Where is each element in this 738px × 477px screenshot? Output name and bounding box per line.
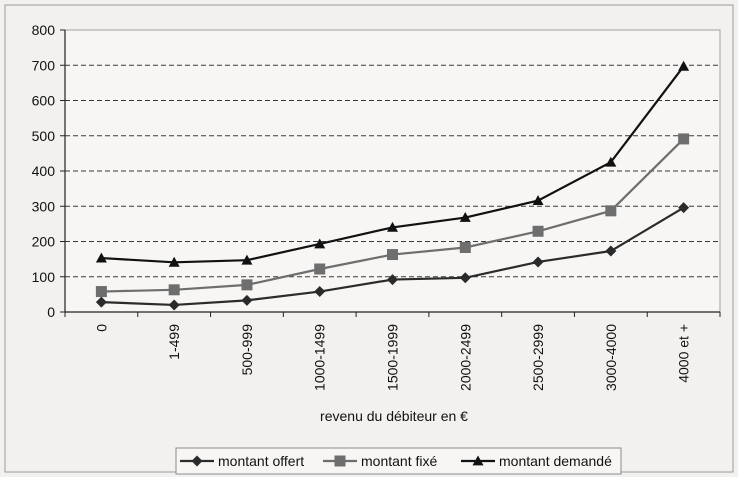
y-tick-label: 600 (32, 93, 56, 109)
data-point-diamond (314, 286, 326, 298)
y-tick-label: 300 (32, 198, 56, 214)
x-tick-label: 1500-1999 (385, 324, 401, 391)
legend-box (175, 447, 622, 475)
x-tick-label: 2000-2499 (457, 324, 473, 391)
data-point-diamond (605, 245, 617, 257)
data-point-square (387, 249, 398, 261)
data-point-diamond (95, 296, 107, 308)
data-point-diamond (678, 202, 690, 214)
data-point-triangle (387, 221, 398, 232)
data-point-triangle (532, 195, 544, 206)
x-axis-title: revenu du débiteur en € (320, 408, 468, 424)
data-point-diamond (459, 272, 471, 284)
data-point-square (241, 279, 253, 291)
series-montant-fixé (95, 133, 690, 298)
data-point-triangle (95, 252, 107, 263)
legend-label: montant offert (218, 453, 304, 469)
data-point-triangle (241, 254, 253, 265)
data-point-triangle (605, 156, 617, 167)
data-point-triangle (168, 256, 180, 267)
y-tick-label: 200 (32, 234, 56, 250)
data-point-square (605, 205, 617, 217)
data-point-square (95, 286, 107, 298)
y-tick-label: 100 (32, 269, 56, 285)
x-axis: 0 1-499 500-999 1000-1499 1500-1999 2000-2499… (64, 311, 721, 391)
x-tick-label: 1000-1499 (312, 324, 328, 391)
data-point-square (168, 284, 180, 296)
data-point-triangle (314, 238, 326, 249)
data-point-triangle (459, 212, 471, 222)
series-montant-offert (95, 202, 690, 311)
series-lines (95, 60, 690, 311)
data-point-diamond (387, 274, 398, 286)
legend-label: montant demandé (499, 453, 612, 469)
y-tick-label: 400 (32, 163, 56, 179)
data-point-square (459, 241, 471, 253)
data-point-triangle (472, 455, 484, 466)
x-tick-label: 1-499 (166, 324, 182, 360)
data-point-triangle (678, 60, 690, 71)
y-tick-label: 800 (32, 22, 56, 38)
x-tick-label: 4000 et + (676, 324, 692, 383)
data-point-diamond (532, 256, 544, 268)
data-point-square (532, 225, 544, 237)
x-tick-label: 2500-2999 (530, 324, 546, 391)
y-tick-label: 700 (32, 57, 56, 73)
data-point-square (314, 263, 326, 275)
x-tick-label: 500-999 (239, 324, 255, 376)
legend: montant offert montant fixé montant demand… (175, 447, 622, 475)
data-point-square (334, 455, 346, 467)
y-axis: 0 100 200 300 400 500 600 700 800 (32, 22, 66, 320)
data-point-diamond (241, 294, 253, 306)
data-point-square (678, 133, 690, 145)
legend-label: montant fixé (361, 453, 437, 469)
series-montant-demandé (95, 60, 690, 267)
data-point-diamond (168, 299, 180, 311)
data-point-diamond (191, 455, 203, 467)
y-tick-label: 0 (47, 304, 55, 320)
y-tick-label: 500 (32, 128, 56, 144)
x-tick-label: 3000-4000 (603, 324, 619, 391)
x-tick-label: 0 (93, 324, 109, 332)
